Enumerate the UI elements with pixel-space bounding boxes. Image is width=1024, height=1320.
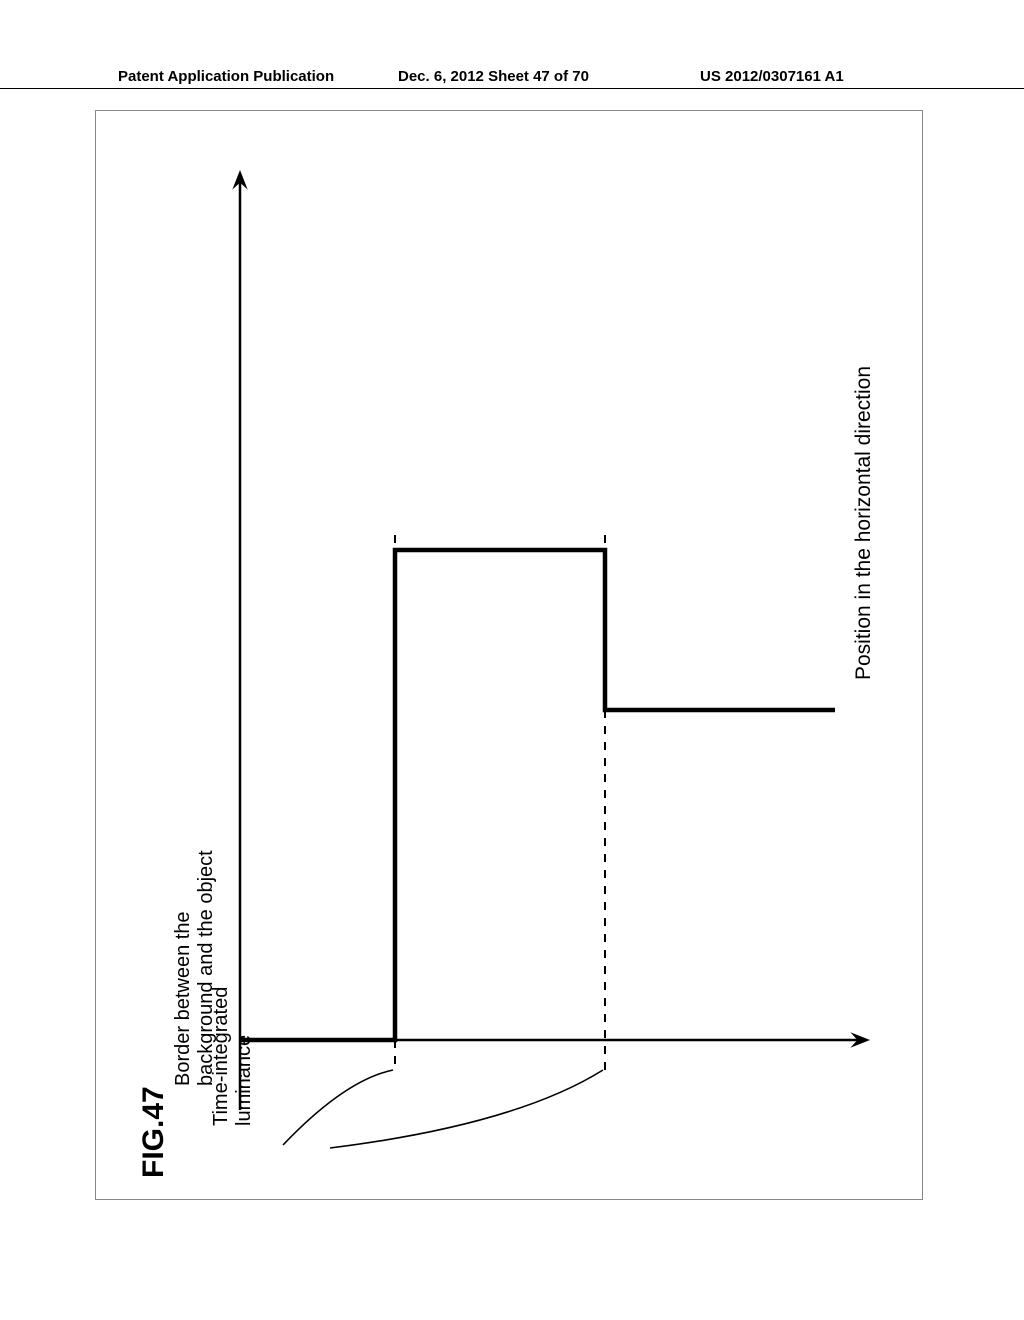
header-center: Dec. 6, 2012 Sheet 47 of 70 — [398, 68, 589, 85]
header-right: US 2012/0307161 A1 — [700, 68, 844, 85]
header-left: Patent Application Publication — [118, 68, 334, 85]
step-chart — [175, 140, 905, 1180]
figure-number-label: FIG.47 — [137, 1086, 171, 1178]
header-rule — [0, 88, 1024, 89]
